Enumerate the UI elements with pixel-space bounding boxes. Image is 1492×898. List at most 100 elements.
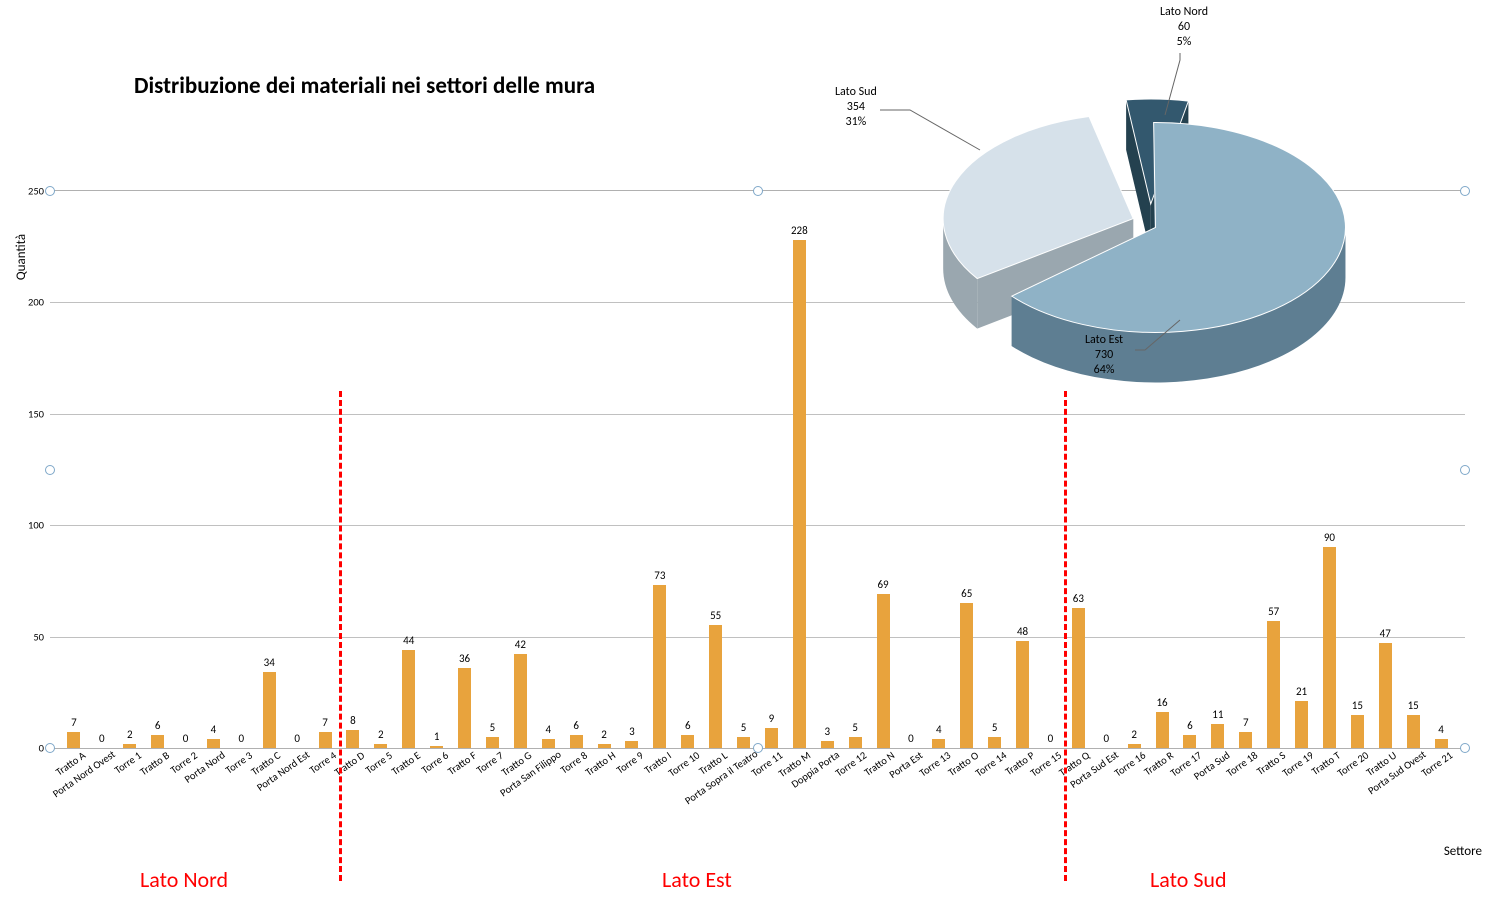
bar <box>960 603 973 748</box>
bar-value-label: 6 <box>1170 719 1210 732</box>
section-label: Lato Est <box>662 866 732 893</box>
bar <box>598 744 611 748</box>
bar-value-label: 90 <box>1309 531 1349 544</box>
section-label: Lato Nord <box>140 866 228 893</box>
y-tick-label: 100 <box>28 519 44 532</box>
bar <box>402 650 415 748</box>
pie-leader-line <box>880 110 980 150</box>
y-tick-label: 50 <box>33 630 44 643</box>
gridline <box>50 414 1465 415</box>
gridline <box>50 637 1465 638</box>
bar-value-label: 69 <box>863 578 903 591</box>
bar <box>625 741 638 748</box>
bar <box>1407 715 1420 748</box>
bar <box>653 585 666 748</box>
bar <box>1211 724 1224 749</box>
bar <box>67 732 80 748</box>
bar-value-label: 6 <box>138 719 178 732</box>
x-tick-label: Torre 18 <box>1224 749 1260 780</box>
y-tick-label: 200 <box>28 296 44 309</box>
bar <box>709 625 722 748</box>
bar-value-label: 73 <box>640 569 680 582</box>
bar-value-label: 6 <box>668 719 708 732</box>
bar-value-label: 34 <box>249 656 289 669</box>
x-tick-label: Torre 14 <box>972 749 1008 780</box>
bar-value-label: 48 <box>1003 625 1043 638</box>
bar-value-label: 21 <box>1282 685 1322 698</box>
x-tick-label: Tratto F <box>445 749 479 778</box>
bar-value-label: 2 <box>361 728 401 741</box>
section-divider <box>339 391 342 881</box>
x-tick-label: Torre 9 <box>614 749 646 777</box>
pie-label: Lato Nord605% <box>1160 5 1208 50</box>
bar <box>932 739 945 748</box>
bar-value-label: 47 <box>1365 627 1405 640</box>
bar <box>821 741 834 748</box>
selection-handle[interactable] <box>45 186 55 196</box>
bar-value-label: 5 <box>835 721 875 734</box>
section-label: Lato Sud <box>1150 866 1227 893</box>
bar <box>849 737 862 748</box>
selection-handle[interactable] <box>1460 465 1470 475</box>
bar <box>430 746 443 748</box>
bar <box>681 735 694 748</box>
bar <box>1072 608 1085 748</box>
bar-value-label: 5 <box>975 721 1015 734</box>
bar <box>486 737 499 748</box>
x-tick-label: Torre 1 <box>112 749 144 777</box>
bar <box>737 737 750 748</box>
bar <box>1435 739 1448 748</box>
bar <box>765 728 778 748</box>
bar-value-label: 9 <box>751 712 791 725</box>
section-divider <box>1064 391 1067 881</box>
bar <box>570 735 583 748</box>
bar <box>374 744 387 748</box>
pie-svg <box>800 0 1480 400</box>
bar <box>988 737 1001 748</box>
bar <box>207 739 220 748</box>
bar-value-label: 44 <box>389 634 429 647</box>
bar <box>319 732 332 748</box>
x-axis-label: Settore <box>1444 844 1482 859</box>
x-tick-label: Tratto H <box>583 749 618 779</box>
bar-value-label: 16 <box>1142 696 1182 709</box>
bar <box>1267 621 1280 748</box>
bar-value-label: 36 <box>445 652 485 665</box>
y-axis-label: Quantità <box>14 234 29 280</box>
x-tick-label: Torre 19 <box>1279 749 1315 780</box>
x-tick-label: Torre 6 <box>419 749 451 777</box>
chart-title: Distribuzione dei materiali nei settori … <box>134 72 595 100</box>
bar <box>877 594 890 748</box>
x-tick-label: Torre 20 <box>1335 749 1371 780</box>
pie-label: Lato Sud35431% <box>835 85 877 130</box>
y-tick-label: 0 <box>39 742 44 755</box>
bar-value-label: 57 <box>1254 605 1294 618</box>
x-tick-label: Torre 5 <box>363 749 395 777</box>
bar <box>263 672 276 748</box>
bar-value-label: 15 <box>1337 699 1377 712</box>
bar <box>1351 715 1364 748</box>
bar-value-label: 2 <box>1114 728 1154 741</box>
bar-value-label: 42 <box>500 638 540 651</box>
x-tick-label: Torre 13 <box>917 749 953 780</box>
y-tick-label: 250 <box>28 185 44 198</box>
bar-value-label: 65 <box>947 587 987 600</box>
bar-value-label: 55 <box>696 609 736 622</box>
bar-value-label: 3 <box>612 725 652 738</box>
selection-handle[interactable] <box>753 186 763 196</box>
bar <box>542 739 555 748</box>
bar <box>514 654 527 748</box>
selection-handle[interactable] <box>45 465 55 475</box>
bar-value-label: 0 <box>221 732 261 745</box>
selection-handle[interactable] <box>753 743 763 753</box>
gridline <box>50 525 1465 526</box>
bar <box>1295 701 1308 748</box>
selection-handle[interactable] <box>1460 743 1470 753</box>
bar <box>1239 732 1252 748</box>
selection-handle[interactable] <box>45 743 55 753</box>
bar <box>1128 744 1141 748</box>
bar <box>1156 712 1169 748</box>
y-tick-label: 150 <box>28 407 44 420</box>
bar <box>1379 643 1392 748</box>
bar <box>458 668 471 748</box>
